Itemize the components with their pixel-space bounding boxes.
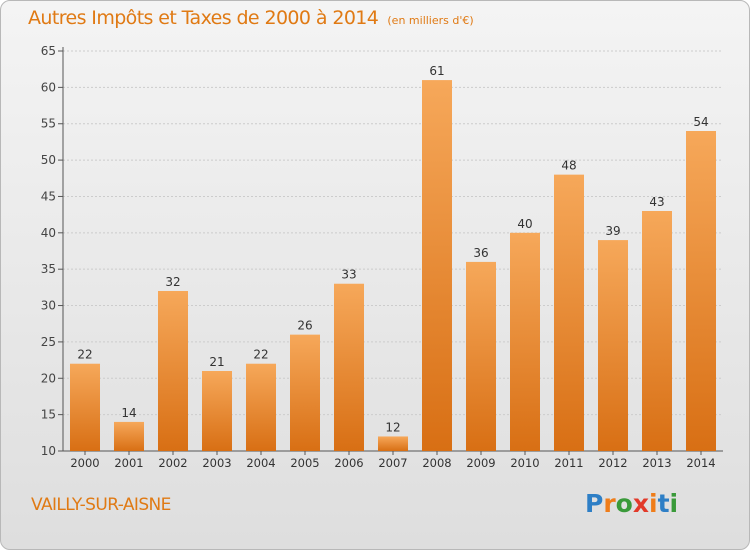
data-label: 48	[561, 159, 576, 173]
logo-letter: x	[632, 489, 649, 518]
x-tick-label: 2008	[422, 456, 451, 470]
y-tick-label: 55	[41, 117, 56, 131]
x-tick-label: 2002	[158, 456, 187, 470]
data-label: 26	[297, 319, 312, 333]
bar-2014	[686, 131, 716, 451]
x-tick-label: 2012	[598, 456, 627, 470]
data-label: 14	[121, 406, 136, 420]
data-label: 40	[517, 217, 532, 231]
data-label: 32	[165, 275, 180, 289]
data-label: 22	[253, 348, 268, 362]
x-tick-label: 2013	[642, 456, 671, 470]
logo-letter: i	[649, 489, 658, 518]
logo-letter: i	[669, 489, 679, 518]
bar-2013	[642, 211, 672, 451]
bar-2010	[510, 232, 540, 451]
data-label: 54	[693, 115, 708, 129]
proxiti-logo: Proxiti	[585, 489, 678, 518]
bar-2001	[114, 421, 144, 451]
x-tick-label: 2007	[378, 456, 407, 470]
chart-title: Autres Impôts et Taxes de 2000 à 2014 (e…	[28, 7, 474, 29]
y-tick-label: 25	[41, 335, 56, 349]
x-tick-label: 2011	[554, 456, 583, 470]
x-tick-label: 2006	[334, 456, 363, 470]
bar-2009	[466, 261, 496, 451]
town-name: VAILLY-SUR-AISNE	[31, 495, 171, 515]
bar-2007	[378, 436, 408, 451]
data-label: 61	[429, 64, 444, 78]
data-label: 12	[385, 420, 400, 434]
y-tick-label: 30	[41, 299, 56, 313]
x-tick-label: 2014	[686, 456, 715, 470]
y-tick-label: 45	[41, 189, 56, 203]
x-tick-label: 2003	[202, 456, 231, 470]
y-tick-label: 40	[41, 226, 56, 240]
bar-2004	[246, 363, 276, 451]
x-tick-label: 2010	[510, 456, 539, 470]
bar-2012	[598, 240, 628, 451]
data-label: 36	[473, 246, 488, 260]
bar-2011	[554, 174, 584, 452]
data-label: 39	[605, 224, 620, 238]
data-label: 21	[209, 355, 224, 369]
chart-title-text: Autres Impôts et Taxes de 2000 à 2014	[28, 7, 379, 29]
y-tick-label: 65	[41, 44, 56, 58]
chart-unit-label: (en milliers d'€)	[387, 14, 474, 27]
bar-2008	[422, 80, 452, 451]
x-tick-label: 2004	[246, 456, 275, 470]
bar-2000	[70, 363, 100, 451]
x-tick-label: 2005	[290, 456, 319, 470]
logo-letter: P	[585, 489, 604, 518]
data-label: 22	[77, 348, 92, 362]
bar-2003	[202, 371, 232, 451]
x-tick-label: 2009	[466, 456, 495, 470]
y-tick-label: 10	[41, 444, 56, 458]
y-tick-label: 20	[41, 371, 56, 385]
y-tick-label: 50	[41, 153, 56, 167]
bar-2002	[158, 291, 188, 451]
x-tick-label: 2001	[114, 456, 143, 470]
y-tick-label: 35	[41, 262, 56, 276]
bar-2005	[290, 334, 320, 451]
y-tick-label: 60	[41, 80, 56, 94]
bar-2006	[334, 283, 364, 451]
logo-letter: o	[615, 489, 633, 518]
x-tick-label: 2000	[70, 456, 99, 470]
y-tick-label: 15	[41, 408, 56, 422]
logo-letter: r	[603, 489, 616, 518]
data-label: 43	[649, 195, 664, 209]
data-label: 33	[341, 268, 356, 282]
logo-letter: t	[657, 489, 670, 518]
